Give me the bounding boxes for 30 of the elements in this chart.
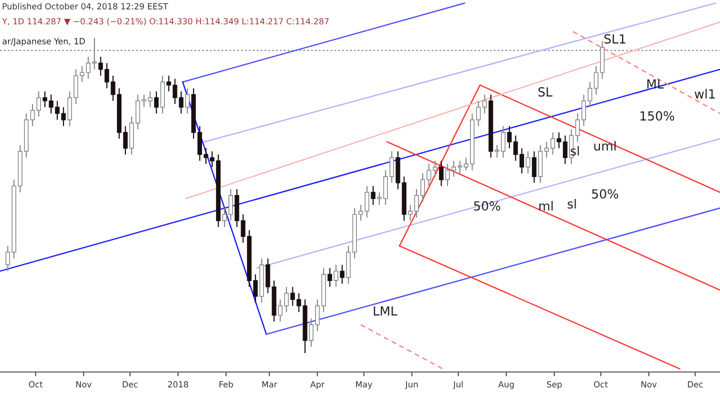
x-tick-label: Jun: [404, 381, 418, 390]
text: Published October 04, 2018 12:29 EEST: [2, 3, 168, 10]
x-tick-label: Dec: [688, 381, 703, 388]
annotation: 150%: [640, 111, 674, 121]
x-tick-label: Aug: [498, 381, 514, 390]
annotation: 50%: [592, 189, 618, 199]
x-tick-label: Nov: [641, 381, 657, 388]
annotation: SL: [538, 87, 552, 97]
x-tick-label: Oct: [594, 381, 608, 388]
annotation: sl: [568, 198, 576, 209]
x-tick-label: Apr: [310, 381, 325, 390]
annotation: ML: [647, 79, 664, 88]
x-tick-label: Mar: [262, 381, 278, 388]
annotation: LML: [374, 306, 398, 316]
chart-subtitle: Y, 1D 114.287 ▼ −0.243 (−0.21%) O:114.330 H:114.349 L:114.217 C:114.287: [2, 18, 329, 26]
x-tick-label: Nov: [76, 381, 92, 388]
annotation: uml: [594, 140, 616, 151]
x-tick-label: 2018: [168, 381, 188, 388]
annotation: sl: [570, 146, 579, 156]
x-tick-label: Jul: [452, 381, 463, 390]
x-tick-label: May: [356, 381, 372, 390]
annotation: ml: [539, 200, 553, 210]
annotation: wl1: [694, 88, 715, 98]
annotation: SL1: [604, 34, 626, 44]
x-tick-label: Feb: [220, 381, 233, 388]
x-tick-label: Sep: [547, 381, 562, 390]
annotation: 50%: [474, 201, 500, 211]
x-tick-label: Oct: [28, 381, 43, 388]
x-tick-label: Dec: [122, 381, 138, 388]
chart-title: ar/Japanese Yen, 1D: [2, 38, 85, 46]
